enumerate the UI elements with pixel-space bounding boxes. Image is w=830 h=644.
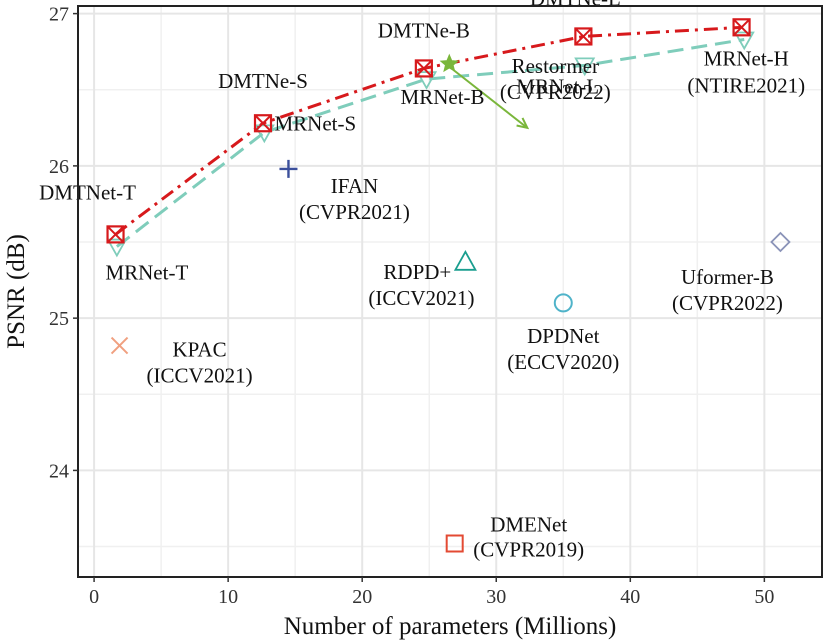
point-label: DMENet bbox=[490, 513, 567, 537]
y-axis-title: PSNR (dB) bbox=[3, 234, 30, 349]
point-sublabel: (CVPR2022) bbox=[672, 291, 783, 315]
x-tick-label: 0 bbox=[89, 586, 99, 608]
point-annotation-mrnet-h: (NTIRE2021) bbox=[687, 73, 805, 97]
marker-star bbox=[439, 53, 460, 73]
marker-circle bbox=[553, 293, 573, 313]
point-labels: DMTNet-TDMTNe-SDMTNe-BDMTNe-LDMTNe-HMRNe… bbox=[39, 0, 805, 562]
marker-dmtne-point-cross bbox=[254, 114, 272, 132]
point-label-dmtne: DMTNet-T bbox=[39, 180, 136, 204]
point-label-mrnet: MRNet-S bbox=[274, 111, 356, 135]
point-sublabel: (CVPR2019) bbox=[473, 538, 584, 562]
marker-x bbox=[110, 336, 129, 355]
y-tick-label: 26 bbox=[49, 156, 69, 178]
marker-dmtne-point-cross bbox=[106, 225, 125, 244]
point-label-dmtne: DMTNe-H bbox=[691, 0, 784, 1]
point-label-mrnet: MRNet-T bbox=[105, 261, 188, 285]
point-label: RDPD+ bbox=[383, 260, 451, 284]
point-sublabel: (CVPR2022) bbox=[500, 80, 611, 104]
point-label-dmtne: DMTNe-S bbox=[218, 69, 308, 93]
markers bbox=[106, 18, 791, 553]
x-tick-label: 30 bbox=[486, 586, 506, 608]
x-tick-label: 40 bbox=[620, 586, 640, 608]
marker-diamond bbox=[770, 231, 791, 253]
point-label: IFAN bbox=[331, 174, 378, 198]
point-sublabel: (ECCV2020) bbox=[507, 350, 619, 374]
plot-border bbox=[77, 5, 823, 578]
point-sublabel: (ICCV2021) bbox=[146, 364, 252, 388]
arrow-head bbox=[516, 117, 530, 130]
point-label-mrnet: MRNet-H bbox=[704, 46, 789, 70]
marker-mrnet-point bbox=[733, 31, 755, 51]
x-tick-label: 50 bbox=[754, 586, 774, 608]
axis-ticks: 0 10 20 30 40 50 24 25 26 27 bbox=[49, 4, 774, 608]
marker-dmtne-point-cross bbox=[732, 18, 751, 37]
marker-dmtne-point bbox=[106, 225, 125, 244]
point-label-mrnet: MRNet-L bbox=[516, 74, 599, 98]
y-tick-label: 24 bbox=[49, 460, 69, 482]
marker-square bbox=[445, 534, 464, 553]
x-axis-title: Number of parameters (Millions) bbox=[284, 613, 617, 640]
y-tick-label: 27 bbox=[49, 4, 69, 26]
marker-dmtne-point-cross bbox=[415, 59, 433, 78]
point-label: DPDNet bbox=[527, 324, 599, 348]
marker-dmtne-point-cross bbox=[574, 27, 593, 46]
point-label-dmtne: DMTNe-B bbox=[378, 18, 470, 42]
marker-dmtne-point bbox=[732, 18, 751, 37]
arrow-line bbox=[452, 69, 528, 129]
marker-plus bbox=[279, 159, 298, 178]
marker-mrnet-point bbox=[106, 238, 128, 258]
series-line-mrnet bbox=[115, 38, 745, 248]
point-label: Uformer-B bbox=[681, 265, 774, 289]
marker-triangle-up bbox=[453, 249, 477, 271]
annotation-arrow bbox=[452, 69, 530, 130]
point-label-mrnet: MRNet-B bbox=[401, 85, 485, 109]
marker-dmtne-point bbox=[574, 27, 593, 46]
x-tick-label: 10 bbox=[218, 586, 238, 608]
marker-dmtne-point bbox=[253, 114, 273, 133]
y-tick-label: 25 bbox=[49, 308, 69, 330]
x-tick-label: 20 bbox=[352, 586, 372, 608]
marker-mrnet-point bbox=[574, 57, 596, 77]
marker-dmtne-point bbox=[414, 59, 433, 78]
point-label: Restormer bbox=[512, 54, 599, 78]
point-sublabel: (ICCV2021) bbox=[368, 286, 474, 310]
point-sublabel: (CVPR2021) bbox=[299, 200, 410, 224]
point-label: KPAC bbox=[173, 338, 227, 362]
